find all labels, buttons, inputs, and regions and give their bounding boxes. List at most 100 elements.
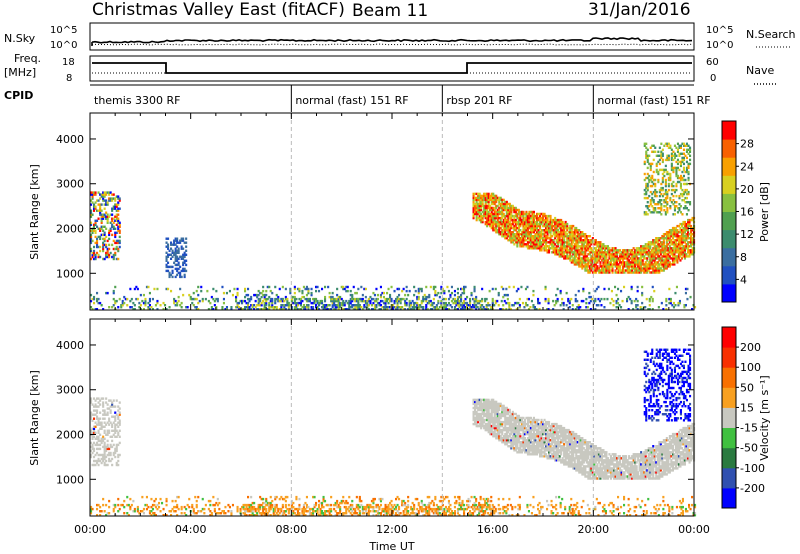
range-gate-cell bbox=[489, 414, 492, 418]
range-gate-cell bbox=[493, 428, 496, 432]
range-gate-cell bbox=[673, 253, 676, 256]
range-gate-cell bbox=[114, 233, 117, 237]
range-gate-cell bbox=[667, 243, 670, 246]
range-gate-cell bbox=[90, 241, 93, 245]
range-gate-cell bbox=[114, 215, 117, 218]
range-gate-cell bbox=[649, 201, 652, 204]
range-gate-cell bbox=[687, 162, 690, 166]
range-gate-cell bbox=[112, 197, 115, 200]
range-gate-cell bbox=[533, 306, 536, 309]
range-gate-cell bbox=[683, 231, 686, 234]
range-gate-cell bbox=[490, 224, 493, 228]
range-gate-cell bbox=[322, 304, 325, 307]
range-gate-cell bbox=[435, 308, 438, 311]
range-gate-cell bbox=[473, 304, 476, 307]
range-gate-cell bbox=[661, 188, 664, 192]
range-gate-cell bbox=[569, 247, 572, 250]
range-gate-cell bbox=[643, 211, 646, 214]
range-gate-cell bbox=[487, 398, 490, 402]
range-gate-cell bbox=[682, 190, 685, 194]
range-gate-cell bbox=[555, 239, 558, 242]
range-gate-cell bbox=[605, 269, 608, 272]
range-gate-cell bbox=[96, 409, 99, 412]
range-gate-cell bbox=[682, 253, 685, 256]
range-gate-cell bbox=[112, 289, 115, 293]
range-gate-cell bbox=[685, 237, 688, 240]
range-gate-cell bbox=[504, 410, 507, 414]
range-gate-cell bbox=[540, 220, 543, 224]
range-gate-cell bbox=[514, 412, 517, 416]
range-gate-cell bbox=[638, 259, 641, 262]
range-gate-cell bbox=[625, 249, 628, 252]
range-gate-cell bbox=[180, 237, 183, 240]
range-gate-cell bbox=[537, 229, 540, 232]
range-gate-cell bbox=[486, 428, 489, 432]
range-gate-cell bbox=[507, 216, 510, 220]
range-gate-cell bbox=[637, 267, 640, 270]
range-gate-cell bbox=[600, 251, 603, 254]
range-gate-cell bbox=[96, 291, 99, 295]
range-gate-cell bbox=[672, 188, 675, 192]
range-gate-cell bbox=[517, 237, 520, 240]
range-gate-cell bbox=[109, 227, 112, 230]
range-gate-cell bbox=[658, 162, 661, 166]
range-gate-cell bbox=[588, 247, 591, 250]
range-gate-cell bbox=[534, 235, 537, 238]
range-gate-cell bbox=[585, 235, 588, 238]
range-gate-cell bbox=[664, 190, 667, 194]
range-gate-cell bbox=[682, 220, 685, 224]
range-gate-cell bbox=[475, 210, 478, 214]
range-gate-cell bbox=[566, 226, 569, 230]
range-gate-cell bbox=[413, 308, 416, 311]
range-gate-cell bbox=[685, 245, 688, 248]
range-gate-cell bbox=[491, 299, 494, 303]
colorbar-swatch bbox=[722, 121, 736, 140]
range-gate-cell bbox=[619, 253, 622, 256]
range-gate-cell bbox=[626, 265, 629, 268]
range-gate-cell bbox=[480, 220, 483, 224]
range-gate-cell bbox=[483, 414, 486, 418]
range-gate-cell bbox=[502, 287, 505, 291]
range-gate-cell bbox=[484, 408, 487, 412]
range-gate-cell bbox=[117, 306, 120, 309]
range-gate-cell bbox=[438, 295, 441, 299]
range-gate-cell bbox=[545, 235, 548, 238]
range-gate-cell bbox=[90, 213, 93, 216]
range-gate-cell bbox=[111, 209, 114, 212]
range-gate-cell bbox=[531, 214, 534, 218]
range-gate-cell bbox=[495, 404, 498, 408]
range-gate-cell bbox=[566, 257, 569, 260]
range-gate-cell bbox=[684, 287, 687, 291]
range-gate-cell bbox=[545, 237, 548, 240]
range-gate-cell bbox=[516, 214, 519, 218]
range-gate-cell bbox=[105, 449, 108, 453]
range-gate-cell bbox=[658, 201, 661, 204]
range-gate-cell bbox=[508, 418, 511, 422]
range-gate-cell bbox=[552, 220, 555, 224]
range-gate-cell bbox=[498, 210, 501, 214]
range-gate-cell bbox=[389, 297, 392, 301]
range-gate-cell bbox=[307, 297, 310, 301]
range-gate-cell bbox=[528, 233, 531, 236]
range-gate-cell bbox=[507, 441, 510, 444]
range-gate-cell bbox=[666, 196, 669, 200]
range-gate-cell bbox=[570, 224, 573, 228]
range-gate-cell bbox=[531, 245, 534, 248]
range-gate-cell bbox=[209, 301, 212, 305]
range-gate-cell bbox=[578, 261, 581, 264]
range-gate-cell bbox=[167, 245, 170, 248]
range-gate-cell bbox=[554, 249, 557, 252]
range-gate-cell bbox=[290, 306, 293, 309]
range-gate-cell bbox=[280, 297, 283, 301]
range-gate-cell bbox=[651, 196, 654, 200]
range-gate-cell bbox=[649, 253, 652, 256]
range-gate-cell bbox=[558, 224, 561, 228]
range-gate-cell bbox=[589, 308, 592, 311]
range-gate-cell bbox=[563, 233, 566, 236]
range-gate-cell bbox=[337, 301, 340, 305]
range-gate-cell bbox=[545, 226, 548, 230]
range-gate-cell bbox=[328, 295, 331, 299]
range-gate-cell bbox=[646, 271, 649, 274]
range-gate-cell bbox=[569, 245, 572, 248]
range-gate-cell bbox=[502, 226, 505, 230]
